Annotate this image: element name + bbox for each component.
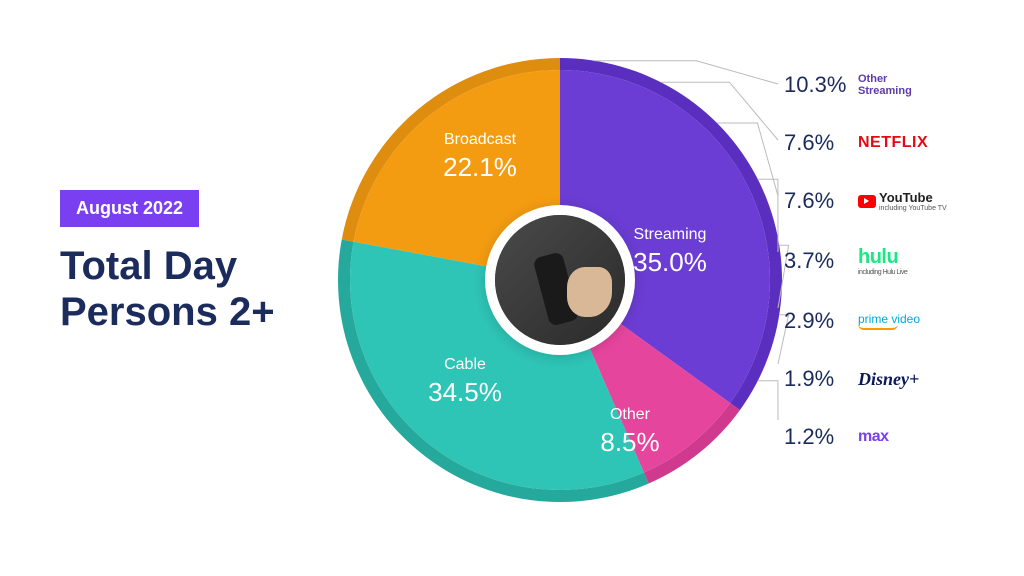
slice-label-cable: Cable34.5% (415, 355, 515, 410)
breakdown-pct: 7.6% (784, 130, 846, 156)
breakdown-row-netflix: 7.6% NETFLIX (784, 130, 984, 156)
breakdown-pct: 3.7% (784, 248, 846, 274)
brand-logo-prime: prime video (858, 312, 984, 330)
breakdown-pct: 10.3% (784, 72, 846, 98)
breakdown-pct: 1.2% (784, 424, 846, 450)
remote-icon (495, 215, 625, 345)
pie-chart: Streaming35.0% Other8.5% Cable34.5% Broadca… (330, 50, 790, 510)
breakdown-row-prime: 2.9% prime video (784, 308, 984, 334)
brand-logo-hulu: huluincluding Hulu Live (858, 246, 984, 276)
breakdown-pct: 2.9% (784, 308, 846, 334)
chart-title: Total Day Persons 2+ (60, 243, 275, 335)
date-badge: August 2022 (60, 190, 199, 227)
slice-label-broadcast: Broadcast22.1% (430, 130, 530, 185)
slice-label-streaming: Streaming35.0% (620, 225, 720, 280)
left-panel: August 2022 Total Day Persons 2+ (60, 190, 275, 335)
breakdown-row-other: 10.3% OtherStreaming (784, 72, 984, 98)
breakdown-pct: 7.6% (784, 188, 846, 214)
breakdown-row-disney: 1.9% Disney+ (784, 366, 984, 392)
brand-logo-disney: Disney+ (858, 369, 984, 390)
title-line-1: Total Day (60, 244, 237, 288)
breakdown-pct: 1.9% (784, 366, 846, 392)
brand-logo-netflix: NETFLIX (858, 134, 984, 152)
streaming-breakdown: 10.3% OtherStreaming 7.6% NETFLIX 7.6% YouTub… (784, 72, 984, 482)
breakdown-row-youtube: 7.6% YouTubeincluding YouTube TV (784, 188, 984, 214)
breakdown-row-max: 1.2% max (784, 424, 984, 450)
title-line-2: Persons 2+ (60, 290, 275, 334)
slice-label-other: Other8.5% (580, 405, 680, 460)
center-image (485, 205, 635, 355)
brand-logo-max: max (858, 428, 984, 446)
brand-logo-other: OtherStreaming (858, 73, 984, 97)
breakdown-row-hulu: 3.7% huluincluding Hulu Live (784, 246, 984, 276)
brand-logo-youtube: YouTubeincluding YouTube TV (858, 190, 984, 212)
